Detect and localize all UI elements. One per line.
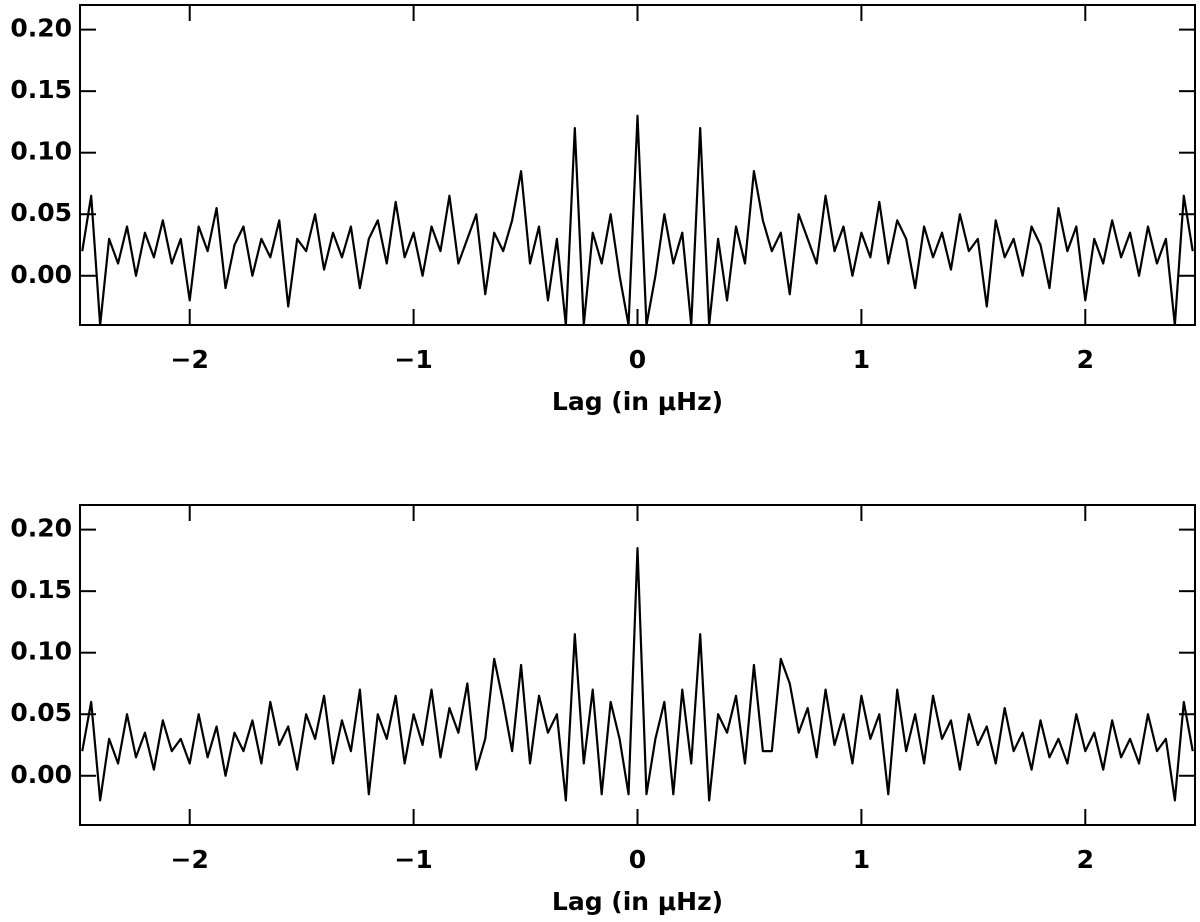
y-tick-label: 0.15 (10, 575, 72, 604)
x-tick-label: −2 (171, 345, 209, 374)
y-tick-label: 0.15 (10, 75, 72, 104)
y-tick-label: 0.00 (10, 260, 72, 289)
x-axis-label: Lag (in μHz) (552, 887, 723, 916)
x-tick-label: −1 (394, 845, 432, 874)
data-line (81, 546, 1194, 802)
x-tick-label: −2 (171, 845, 209, 874)
x-tick-label: 0 (629, 345, 646, 374)
x-tick-label: 2 (1077, 345, 1094, 374)
data-line (81, 114, 1194, 327)
y-tick-label: 0.10 (10, 137, 72, 166)
x-tick-label: 0 (629, 845, 646, 874)
x-tick-label: −1 (394, 345, 432, 374)
y-tick-label: 0.05 (10, 698, 72, 727)
y-tick-label: 0.10 (10, 637, 72, 666)
x-tick-label: 1 (853, 345, 870, 374)
x-tick-label: 2 (1077, 845, 1094, 874)
y-tick-label: 0.20 (10, 14, 72, 43)
plot-frame (79, 4, 1196, 326)
x-tick-label: 1 (853, 845, 870, 874)
y-tick-label: 0.20 (10, 514, 72, 543)
y-tick-label: 0.00 (10, 760, 72, 789)
y-tick-label: 0.05 (10, 198, 72, 227)
x-axis-label: Lag (in μHz) (552, 387, 723, 416)
